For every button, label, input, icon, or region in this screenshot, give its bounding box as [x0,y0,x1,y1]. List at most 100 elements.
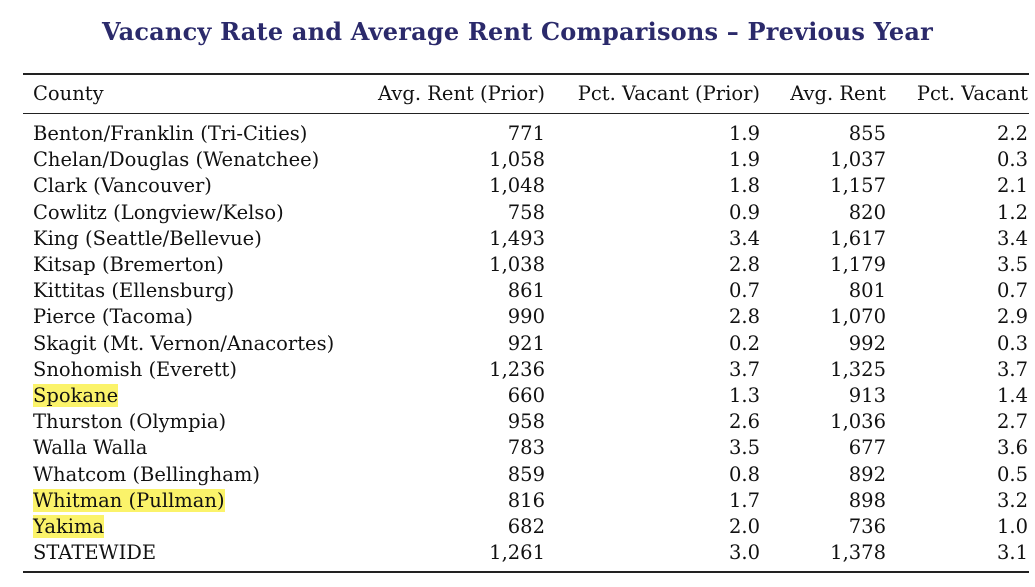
table-row: Yakima 682 2.0 736 1.0 [23,514,1029,540]
avg-rent-prior-cell: 1,236 [489,357,545,381]
avg-rent-cell: 736 [848,514,886,538]
county-cell: Skagit (Mt. Vernon/Anacortes) [23,331,363,357]
pct-vacant-prior-cell: 3.5 [728,436,760,460]
table-title: Vacancy Rate and Average Rent Comparison… [101,17,933,46]
table-row: Benton/Franklin (Tri-Cities) 771 1.9 855 2.2 [23,121,1029,147]
county-cell: Snohomish (Everett) [23,357,363,383]
table-row: Whatcom (Bellingham) 859 0.8 892 0.5 [23,461,1029,487]
pct-vacant-prior-cell: 1.7 [728,488,760,512]
table-row: Spokane 660 1.3 913 1.4 [23,383,1029,409]
county-cell: Kittitas (Ellensburg) [23,278,363,304]
county-name: Benton/Franklin (Tri-Cities) [33,122,308,146]
county-name: Whatcom (Bellingham) [33,462,260,486]
pct-vacant-cell: 3.1 [996,541,1028,565]
avg-rent-cell: 677 [848,436,886,460]
avg-rent-cell: 892 [848,462,886,486]
header-rule [23,113,1029,114]
rent-vacancy-table: County Avg. Rent (Prior) Pct. Vacant (Pr… [23,73,1029,574]
avg-rent-cell: 1,036 [830,410,886,434]
pct-vacant-cell: 3.6 [996,436,1028,460]
pct-vacant-prior-cell: 1.3 [728,383,760,407]
pct-vacant-cell: 3.2 [996,488,1028,512]
county-cell: STATEWIDE [23,540,363,566]
county-name: Walla Walla [33,436,148,460]
pct-vacant-cell: 1.0 [996,514,1028,538]
pct-vacant-cell: 2.1 [996,174,1028,198]
avg-rent-cell: 855 [848,122,886,146]
county-name: Cowlitz (Longview/Kelso) [33,200,284,224]
avg-rent-prior-cell: 783 [507,436,545,460]
county-cell: Thurston (Olympia) [23,409,363,435]
avg-rent-prior-cell: 816 [507,488,545,512]
avg-rent-cell: 992 [848,331,886,355]
county-name: Thurston (Olympia) [33,410,227,434]
pct-vacant-cell: 3.5 [996,253,1028,277]
pct-vacant-prior-cell: 1.8 [728,174,760,198]
table-row: Whitman (Pullman) 816 1.7 898 3.2 [23,488,1029,514]
pct-vacant-prior-cell: 0.2 [728,331,760,355]
avg-rent-prior-cell: 758 [507,200,545,224]
pct-vacant-prior-cell: 2.0 [728,514,760,538]
avg-rent-prior-cell: 771 [507,122,545,146]
pct-vacant-prior-cell: 3.0 [728,541,760,565]
table-row: Skagit (Mt. Vernon/Anacortes) 921 0.2 992 0.… [23,331,1029,357]
column-header-county: County [33,82,104,105]
county-cell: Benton/Franklin (Tri-Cities) [23,121,363,147]
pct-vacant-cell: 3.4 [996,226,1028,250]
avg-rent-prior-cell: 660 [507,383,545,407]
county-name: Spokane [33,383,119,407]
county-name: Chelan/Douglas (Wenatchee) [33,148,320,172]
pct-vacant-prior-cell: 0.9 [728,200,760,224]
avg-rent-cell: 1,325 [830,357,886,381]
avg-rent-prior-cell: 1,058 [489,148,545,172]
table-row: Pierce (Tacoma) 990 2.8 1,070 2.9 [23,304,1029,330]
pct-vacant-prior-cell: 3.7 [728,357,760,381]
header-row: County Avg. Rent (Prior) Pct. Vacant (Pr… [23,75,1029,113]
avg-rent-cell: 913 [848,383,886,407]
pct-vacant-prior-cell: 1.9 [728,148,760,172]
column-header-avg-rent: Avg. Rent [790,82,886,105]
bottom-rule [23,571,1029,574]
county-name: Kitsap (Bremerton) [33,253,224,277]
pct-vacant-prior-cell: 2.6 [728,410,760,434]
county-name: Skagit (Mt. Vernon/Anacortes) [33,331,335,355]
county-name: Snohomish (Everett) [33,357,237,381]
avg-rent-prior-cell: 1,048 [489,174,545,198]
avg-rent-cell: 801 [848,279,886,303]
county-cell: Chelan/Douglas (Wenatchee) [23,147,363,173]
avg-rent-cell: 1,617 [830,226,886,250]
avg-rent-prior-cell: 859 [507,462,545,486]
county-cell: Whatcom (Bellingham) [23,462,363,488]
county-name: STATEWIDE [33,541,157,565]
avg-rent-prior-cell: 1,261 [489,541,545,565]
pct-vacant-prior-cell: 3.4 [728,226,760,250]
pct-vacant-prior-cell: 0.8 [728,462,760,486]
pct-vacant-cell: 2.2 [996,122,1028,146]
county-name: Whitman (Pullman) [33,488,225,512]
avg-rent-prior-cell: 921 [507,331,545,355]
avg-rent-prior-cell: 1,493 [489,226,545,250]
column-header-pct-vacant-prior: Pct. Vacant (Prior) [577,82,760,105]
county-name: Kittitas (Ellensburg) [33,279,235,303]
table-row: Walla Walla 783 3.5 677 3.6 [23,435,1029,461]
table-row: King (Seattle/Bellevue) 1,493 3.4 1,617 3.4 [23,226,1029,252]
table-body: Benton/Franklin (Tri-Cities) 771 1.9 855 2.2… [23,114,1029,571]
pct-vacant-cell: 0.5 [996,462,1028,486]
table-row: Chelan/Douglas (Wenatchee) 1,058 1.9 1,037 0… [23,147,1029,173]
pct-vacant-cell: 0.7 [996,279,1028,303]
county-cell: Walla Walla [23,435,363,461]
avg-rent-cell: 1,037 [830,148,886,172]
county-name: Yakima [33,514,105,538]
avg-rent-cell: 1,179 [830,253,886,277]
avg-rent-prior-cell: 861 [507,279,545,303]
avg-rent-cell: 1,378 [830,541,886,565]
county-cell: Whitman (Pullman) [23,488,363,514]
avg-rent-prior-cell: 682 [507,514,545,538]
pct-vacant-prior-cell: 2.8 [728,253,760,277]
pct-vacant-cell: 2.7 [996,410,1028,434]
county-cell: Kitsap (Bremerton) [23,252,363,278]
top-rule [23,73,1029,75]
county-cell: Cowlitz (Longview/Kelso) [23,200,363,226]
avg-rent-cell: 1,070 [830,305,886,329]
pct-vacant-cell: 1.4 [996,383,1028,407]
